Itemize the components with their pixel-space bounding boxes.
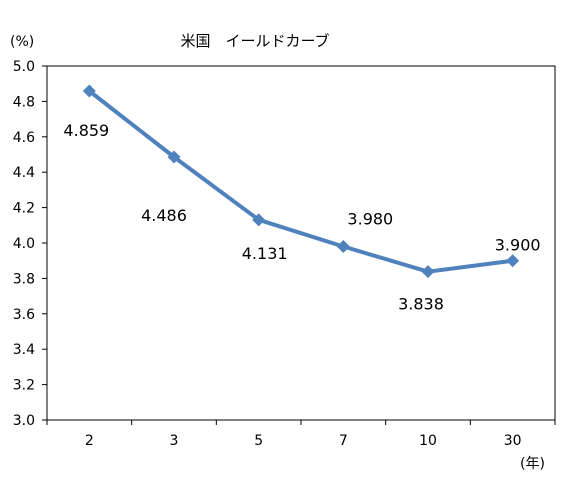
y-tick-label: 3.8 (13, 271, 35, 287)
x-tick-label: 5 (254, 433, 263, 449)
y-tick-label: 3.0 (13, 413, 35, 429)
x-tick-label: 2 (85, 433, 94, 449)
y-tick-label: 3.2 (13, 378, 35, 394)
x-tick-label: 3 (170, 433, 179, 449)
y-tick-label: 4.2 (13, 201, 35, 217)
data-label: 3.838 (398, 295, 444, 314)
x-tick-label: 7 (339, 433, 348, 449)
x-tick-label: 10 (419, 433, 437, 449)
data-point-marker (336, 240, 350, 254)
data-label: 3.900 (495, 236, 541, 255)
data-label: 4.859 (63, 121, 109, 140)
y-tick-label: 4.4 (13, 165, 35, 181)
x-tick-label: 30 (504, 433, 522, 449)
data-label: 3.980 (347, 210, 393, 229)
y-axis-unit: (%) (10, 34, 34, 50)
y-tick-label: 4.8 (13, 94, 35, 110)
y-tick-label: 5.0 (13, 59, 35, 75)
y-tick-label: 3.4 (13, 342, 35, 358)
data-point-marker (506, 254, 520, 268)
y-tick-label: 4.6 (13, 130, 35, 146)
y-tick-label: 4.0 (13, 236, 35, 252)
chart-title: 米国 イールドカーブ (180, 32, 329, 50)
data-point-marker (421, 265, 435, 279)
series-line (88, 89, 513, 274)
y-tick-label: 3.6 (13, 307, 35, 323)
data-point-marker (82, 84, 96, 98)
data-point-marker (167, 150, 181, 164)
data-point-marker (252, 213, 266, 227)
data-label: 4.486 (141, 206, 187, 225)
data-label: 4.131 (242, 244, 288, 263)
x-axis-unit: (年) (520, 456, 545, 472)
